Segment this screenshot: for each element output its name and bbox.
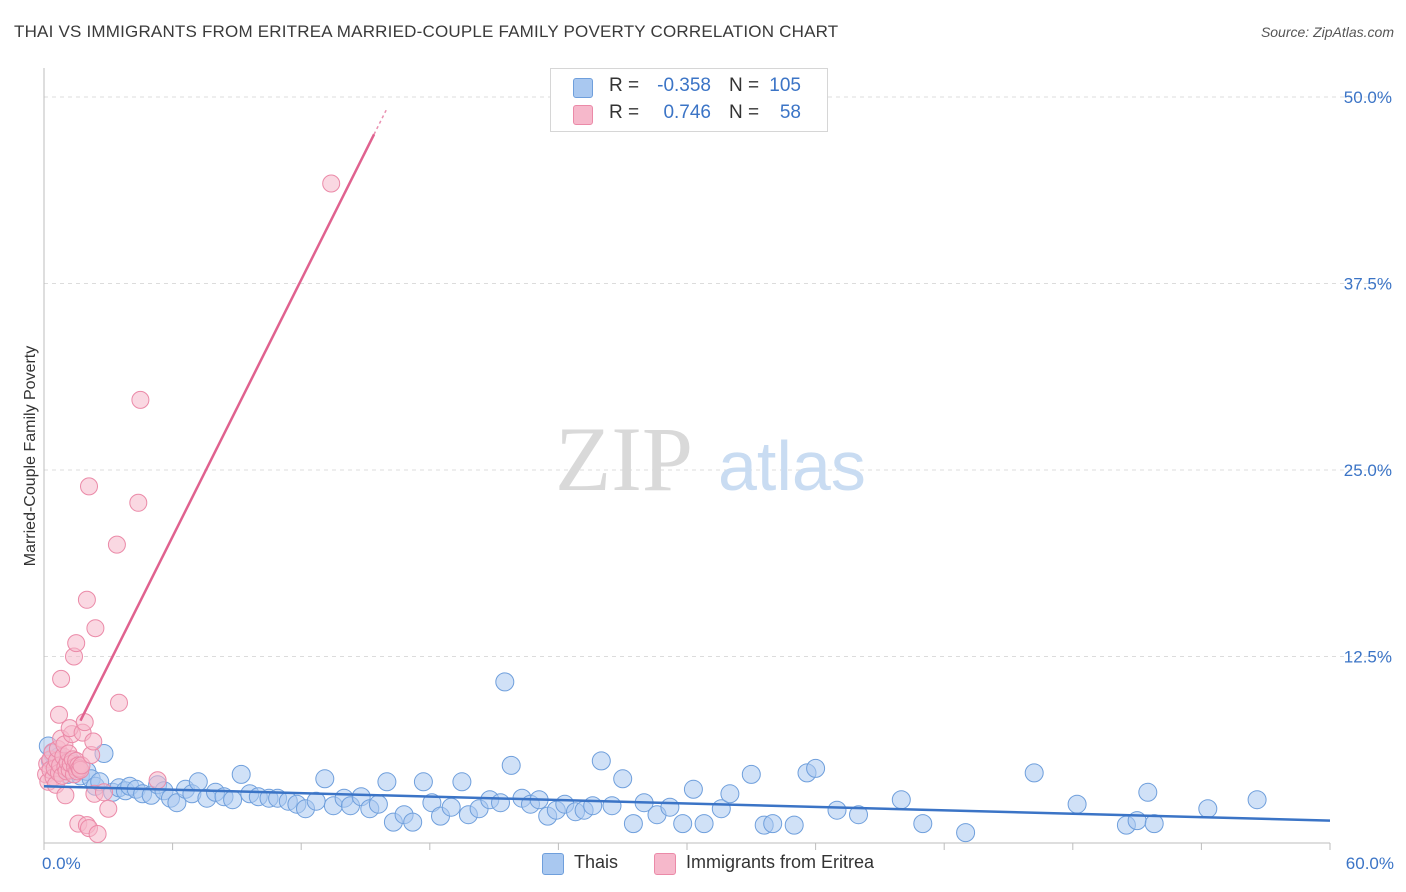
legend-r-value-thais: -0.358 xyxy=(657,75,711,96)
data-point-thais xyxy=(368,794,388,814)
data-point-eritrea xyxy=(131,390,150,409)
data-point-thais xyxy=(413,772,433,792)
trend-line-eritrea-extension xyxy=(373,108,388,135)
data-point-thais xyxy=(660,797,680,817)
data-point-eritrea xyxy=(110,693,128,712)
data-point-eritrea xyxy=(80,477,98,496)
legend-n-label: N = xyxy=(729,75,760,96)
data-point-thais xyxy=(188,772,208,792)
data-point-thais xyxy=(231,764,251,784)
data-point-eritrea xyxy=(86,619,105,638)
data-point-thais xyxy=(452,772,472,792)
tick-labels: 12.5% 25.0% 37.5% 50.0% 0.0% 60.0% xyxy=(42,88,1394,873)
legend-n-value-eritrea: 58 xyxy=(779,102,801,123)
legend-r-label: R = xyxy=(609,75,640,96)
data-point-thais xyxy=(694,814,714,834)
data-point-eritrea xyxy=(67,634,86,653)
data-point-thais xyxy=(315,769,335,789)
data-point-thais xyxy=(377,772,397,792)
data-point-thais xyxy=(763,814,783,834)
legend-row-eritrea: R = 0.746 N = 58 xyxy=(551,101,827,127)
data-point-thais xyxy=(223,790,243,810)
data-point-eritrea xyxy=(84,732,103,751)
bottom-legend-swatch-thais xyxy=(542,853,564,875)
x-tick-label-max: 60.0% xyxy=(1346,854,1394,873)
watermark-zip: ZIP xyxy=(555,408,693,510)
bottom-legend-swatch-eritrea xyxy=(654,853,676,875)
data-point-eritrea xyxy=(322,174,341,193)
data-point-eritrea xyxy=(129,493,148,512)
data-point-thais xyxy=(1067,794,1087,814)
watermark: ZIP atlas xyxy=(555,408,866,510)
series-thais xyxy=(38,672,1267,843)
series-eritrea xyxy=(37,174,341,843)
data-point-thais xyxy=(1138,782,1158,802)
data-point-thais xyxy=(913,814,933,834)
legend-row-thais: R = -0.358 N = 105 xyxy=(551,74,827,100)
data-point-thais xyxy=(1198,799,1218,819)
data-point-thais xyxy=(683,779,703,799)
data-point-thais xyxy=(613,769,633,789)
data-point-thais xyxy=(495,672,515,692)
data-point-thais xyxy=(673,814,693,834)
data-point-eritrea xyxy=(52,669,71,688)
data-point-eritrea xyxy=(77,590,96,609)
y-tick-label: 50.0% xyxy=(1344,88,1392,107)
y-axis-label: Married-Couple Family Poverty xyxy=(22,346,39,567)
legend-n-value-thais: 105 xyxy=(769,75,801,96)
data-point-thais xyxy=(891,790,911,810)
data-point-thais xyxy=(784,815,804,835)
data-point-eritrea xyxy=(148,771,167,790)
data-point-eritrea xyxy=(99,799,118,818)
data-point-thais xyxy=(827,800,847,820)
data-point-thais xyxy=(1144,814,1164,834)
data-point-thais xyxy=(422,793,442,813)
data-point-thais xyxy=(741,764,761,784)
trend-lines xyxy=(43,108,1331,822)
legend-swatch-thais xyxy=(573,78,593,98)
data-point-thais xyxy=(167,793,187,813)
data-point-thais xyxy=(1024,763,1044,783)
data-point-eritrea xyxy=(50,705,68,724)
legend-n-label: N = xyxy=(729,102,760,123)
data-point-thais xyxy=(1247,790,1267,810)
data-point-thais xyxy=(501,755,521,775)
gridlines xyxy=(44,96,1390,657)
legend-r-label: R = xyxy=(609,102,640,123)
data-point-thais xyxy=(441,797,461,817)
data-point-thais xyxy=(806,758,826,778)
data-point-thais xyxy=(583,796,603,816)
bottom-legend-label-thais: Thais xyxy=(574,852,619,872)
data-point-thais xyxy=(491,793,510,813)
correlation-legend: R = -0.358 N = 105 R = 0.746 N = 58 xyxy=(550,68,828,132)
legend-r-value-eritrea: 0.746 xyxy=(663,102,711,123)
data-point-thais xyxy=(956,823,976,843)
watermark-atlas: atlas xyxy=(718,427,866,505)
y-tick-label: 37.5% xyxy=(1344,275,1392,294)
legend-swatch-eritrea xyxy=(573,105,593,125)
data-point-thais xyxy=(623,814,643,834)
data-point-eritrea xyxy=(107,535,126,554)
data-point-eritrea xyxy=(95,783,113,802)
data-point-eritrea xyxy=(75,713,94,732)
source-note: Source: ZipAtlas.com xyxy=(1260,24,1394,40)
y-tick-label: 12.5% xyxy=(1344,648,1392,667)
data-point-eritrea xyxy=(88,825,107,843)
data-point-thais xyxy=(403,812,423,832)
data-point-thais xyxy=(591,751,611,771)
chart-title: THAI VS IMMIGRANTS FROM ERITREA MARRIED-… xyxy=(14,22,839,41)
trend-line-thais xyxy=(43,785,1331,822)
data-point-thais xyxy=(602,796,622,816)
data-point-thais xyxy=(849,805,868,825)
y-tick-label: 25.0% xyxy=(1344,461,1392,480)
bottom-legend-label-eritrea: Immigrants from Eritrea xyxy=(686,852,875,872)
x-tick-label-min: 0.0% xyxy=(42,854,81,873)
data-point-thais xyxy=(720,784,740,804)
axes xyxy=(43,68,1331,850)
data-point-eritrea xyxy=(56,786,75,805)
trend-line-eritrea xyxy=(79,133,376,722)
